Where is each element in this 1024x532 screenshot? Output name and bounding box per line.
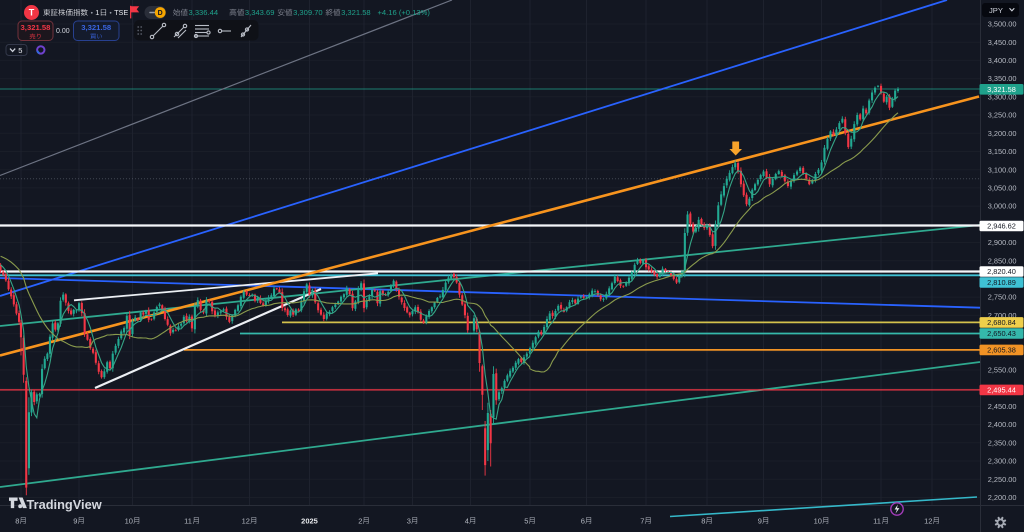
svg-text:5: 5 bbox=[18, 46, 22, 55]
svg-text:6: 6 bbox=[581, 516, 585, 525]
svg-text:11: 11 bbox=[873, 516, 881, 525]
svg-text:3,400.00: 3,400.00 bbox=[988, 56, 1017, 65]
svg-text:2,810.89: 2,810.89 bbox=[987, 278, 1016, 287]
svg-text:3,321.58: 3,321.58 bbox=[341, 8, 371, 17]
svg-text:12: 12 bbox=[242, 516, 250, 525]
svg-text:3,450.00: 3,450.00 bbox=[988, 38, 1017, 47]
svg-text:8: 8 bbox=[701, 516, 705, 525]
svg-text:0.00: 0.00 bbox=[56, 28, 70, 35]
svg-text:12: 12 bbox=[924, 516, 932, 525]
svg-text:2,350.00: 2,350.00 bbox=[988, 438, 1017, 447]
svg-text:3,200.00: 3,200.00 bbox=[988, 129, 1017, 138]
svg-text:2,650.43: 2,650.43 bbox=[987, 329, 1016, 338]
svg-text:TradingView: TradingView bbox=[27, 497, 102, 512]
svg-text:2,900.00: 2,900.00 bbox=[988, 238, 1017, 247]
svg-text:2,700.00: 2,700.00 bbox=[988, 311, 1017, 320]
svg-text:3,336.44: 3,336.44 bbox=[189, 8, 219, 17]
svg-text:2,495.44: 2,495.44 bbox=[987, 386, 1016, 395]
svg-text:3,309.70: 3,309.70 bbox=[293, 8, 323, 17]
svg-text:3,321.58: 3,321.58 bbox=[21, 23, 52, 32]
svg-text:3,343.69: 3,343.69 bbox=[245, 8, 275, 17]
svg-text:3,321.58: 3,321.58 bbox=[81, 23, 112, 32]
svg-text:11: 11 bbox=[184, 516, 192, 525]
svg-text:3,300.00: 3,300.00 bbox=[988, 92, 1017, 101]
svg-text:3,050.00: 3,050.00 bbox=[988, 184, 1017, 193]
svg-text:3,321.58: 3,321.58 bbox=[987, 85, 1016, 94]
svg-text:3,250.00: 3,250.00 bbox=[988, 111, 1017, 120]
svg-text:10: 10 bbox=[814, 516, 822, 525]
svg-text:4: 4 bbox=[465, 516, 469, 525]
svg-text:2,750.00: 2,750.00 bbox=[988, 293, 1017, 302]
svg-text:D: D bbox=[158, 10, 163, 17]
svg-text:2,200.00: 2,200.00 bbox=[988, 493, 1017, 502]
svg-text:2,850.00: 2,850.00 bbox=[988, 256, 1017, 265]
svg-text:2,300.00: 2,300.00 bbox=[988, 457, 1017, 466]
svg-text:3: 3 bbox=[407, 516, 411, 525]
svg-text:3,100.00: 3,100.00 bbox=[988, 165, 1017, 174]
svg-text:2,946.62: 2,946.62 bbox=[987, 222, 1016, 231]
svg-text:2,400.00: 2,400.00 bbox=[988, 420, 1017, 429]
svg-text:+4.16 (+0.13%): +4.16 (+0.13%) bbox=[378, 8, 431, 17]
svg-text:3,150.00: 3,150.00 bbox=[988, 147, 1017, 156]
svg-text:JPY: JPY bbox=[989, 6, 1003, 15]
svg-text:2025: 2025 bbox=[301, 516, 318, 525]
svg-text:10: 10 bbox=[125, 516, 133, 525]
svg-text:7: 7 bbox=[640, 516, 644, 525]
svg-text:3,350.00: 3,350.00 bbox=[988, 74, 1017, 83]
svg-text:1: 1 bbox=[95, 8, 99, 17]
svg-text:2,550.00: 2,550.00 bbox=[988, 366, 1017, 375]
svg-text:9: 9 bbox=[73, 516, 77, 525]
svg-text:3,500.00: 3,500.00 bbox=[988, 20, 1017, 29]
svg-text:3,000.00: 3,000.00 bbox=[988, 202, 1017, 211]
svg-text:2,820.40: 2,820.40 bbox=[987, 267, 1016, 276]
svg-text:2,680.84: 2,680.84 bbox=[987, 318, 1016, 327]
svg-text:8: 8 bbox=[15, 516, 19, 525]
svg-text:2,605.38: 2,605.38 bbox=[987, 346, 1016, 355]
svg-text:T: T bbox=[29, 8, 35, 18]
svg-text:2,250.00: 2,250.00 bbox=[988, 475, 1017, 484]
svg-text:5: 5 bbox=[524, 516, 528, 525]
svg-text:2,450.00: 2,450.00 bbox=[988, 402, 1017, 411]
svg-text:2: 2 bbox=[358, 516, 362, 525]
svg-text:9: 9 bbox=[758, 516, 762, 525]
svg-text:TSE: TSE bbox=[114, 8, 128, 17]
